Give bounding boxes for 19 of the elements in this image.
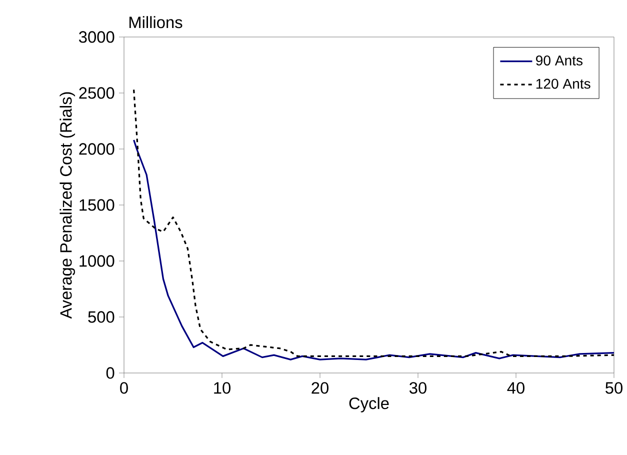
legend-label: 120 Ants (536, 78, 590, 89)
line-series (132, 139, 614, 360)
x-tick-label: 0 (120, 382, 128, 394)
x-tick-label: 50 (606, 382, 622, 394)
y-tick-label: 2000 (79, 143, 114, 155)
y-tick-label: 1000 (80, 255, 114, 267)
x-axis-title: Cycle (349, 397, 389, 412)
x-tick-label: 40 (507, 382, 524, 394)
y-tick-label: 2500 (79, 87, 114, 99)
x-tick-label: 10 (214, 382, 230, 394)
y-tick-label: 0 (106, 367, 114, 379)
y-tick-label: 3000 (79, 31, 114, 43)
y-tick-label: 500 (88, 311, 114, 323)
x-tick-label: 20 (312, 382, 328, 394)
x-tick-label: 30 (409, 382, 426, 394)
y-axis-title: Average Penalized Cost (Rials) (60, 92, 76, 319)
y-tick-label: 1500 (80, 199, 114, 211)
legend-label: 90 Ants (536, 56, 583, 66)
chart-title: Millions (129, 16, 182, 28)
